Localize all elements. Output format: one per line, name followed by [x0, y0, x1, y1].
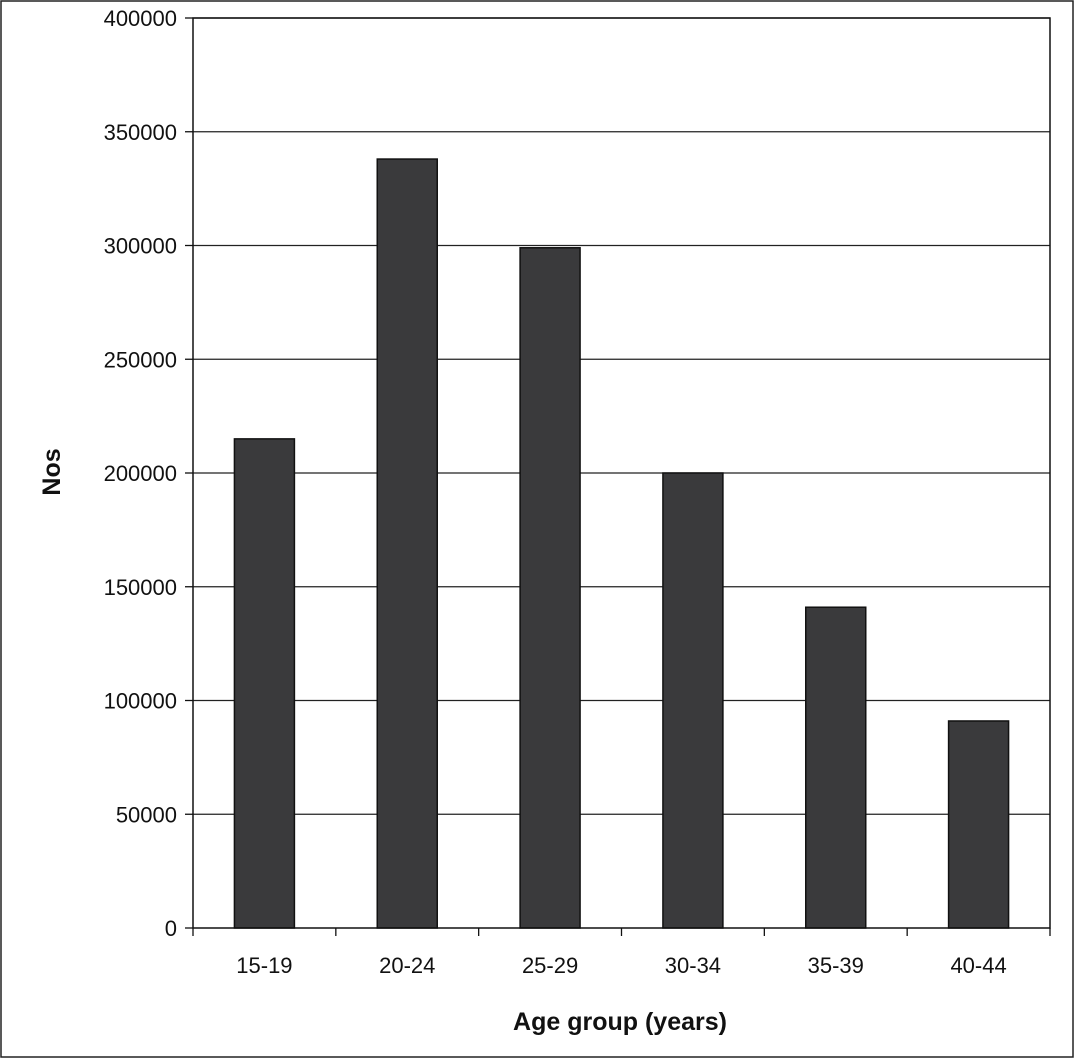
bar-40-44: [947, 720, 1010, 929]
bar-15-19: [233, 438, 296, 929]
bar-35-39: [805, 606, 867, 929]
y-tick-label: 50000: [116, 802, 177, 827]
x-tick-label: 15-19: [236, 953, 292, 978]
y-tick-label: 200000: [104, 461, 177, 486]
y-tick-label: 350000: [104, 120, 177, 145]
y-tick-label: 400000: [104, 6, 177, 31]
y-tick-label: 150000: [104, 575, 177, 600]
bars: [233, 158, 1010, 929]
axes: [185, 17, 1051, 936]
x-tick-label: 40-44: [950, 953, 1006, 978]
y-tick-label: 300000: [104, 234, 177, 259]
y-tick-label: 250000: [104, 347, 177, 372]
x-tick-labels: 15-19 20-24 25-29 30-34 35-39 40-44: [236, 953, 1006, 978]
y-tick-label: 0: [165, 916, 177, 941]
bar-20-24: [376, 158, 438, 929]
y-tick-labels: 0 50000 100000 150000 200000 250000 300000 3500…: [104, 6, 177, 941]
y-axis-title: Nos: [38, 448, 66, 495]
x-tick-label: 20-24: [379, 953, 435, 978]
y-tick-label: 100000: [104, 689, 177, 714]
gridlines: [193, 17, 1050, 815]
x-tick-label: 25-29: [522, 953, 578, 978]
x-tick-label: 30-34: [665, 953, 721, 978]
bar-30-34: [662, 472, 724, 929]
x-tick-label: 35-39: [808, 953, 864, 978]
x-axis-title: Age group (years): [513, 1008, 727, 1036]
bar-25-29: [519, 247, 581, 929]
